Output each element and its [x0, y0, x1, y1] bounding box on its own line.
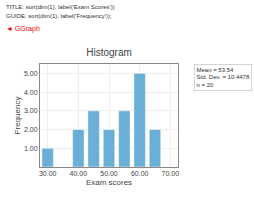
svg-text:Histogram: Histogram [86, 47, 132, 58]
svg-text:5.00: 5.00 [24, 70, 38, 77]
svg-text:1.00: 1.00 [24, 145, 38, 152]
svg-text:30.00: 30.00 [39, 170, 57, 177]
svg-text:3.00: 3.00 [24, 107, 38, 114]
svg-text:TITLE: sort(dim(1), label('Exa: TITLE: sort(dim(1), label('Exam Scores')… [6, 4, 115, 10]
svg-text:70.00: 70.00 [162, 170, 180, 177]
svg-text:Exam scores: Exam scores [86, 178, 132, 187]
svg-text:◄ GGraph: ◄ GGraph [6, 25, 40, 33]
svg-text:Frequency: Frequency [13, 97, 22, 135]
svg-text:4.00: 4.00 [24, 89, 38, 96]
svg-text:50.00: 50.00 [100, 170, 118, 177]
svg-text:Mean = 53.54Std. Dev. = 10.447: Mean = 53.54Std. Dev. = 10.4478n = 20 [197, 67, 250, 89]
svg-text:GUIDE: sort(dim(1), label('Fre: GUIDE: sort(dim(1), label('Frequency')); [6, 13, 112, 19]
svg-text:60.00: 60.00 [131, 170, 149, 177]
svg-text:2.00: 2.00 [24, 126, 38, 133]
svg-text:40.00: 40.00 [70, 170, 88, 177]
